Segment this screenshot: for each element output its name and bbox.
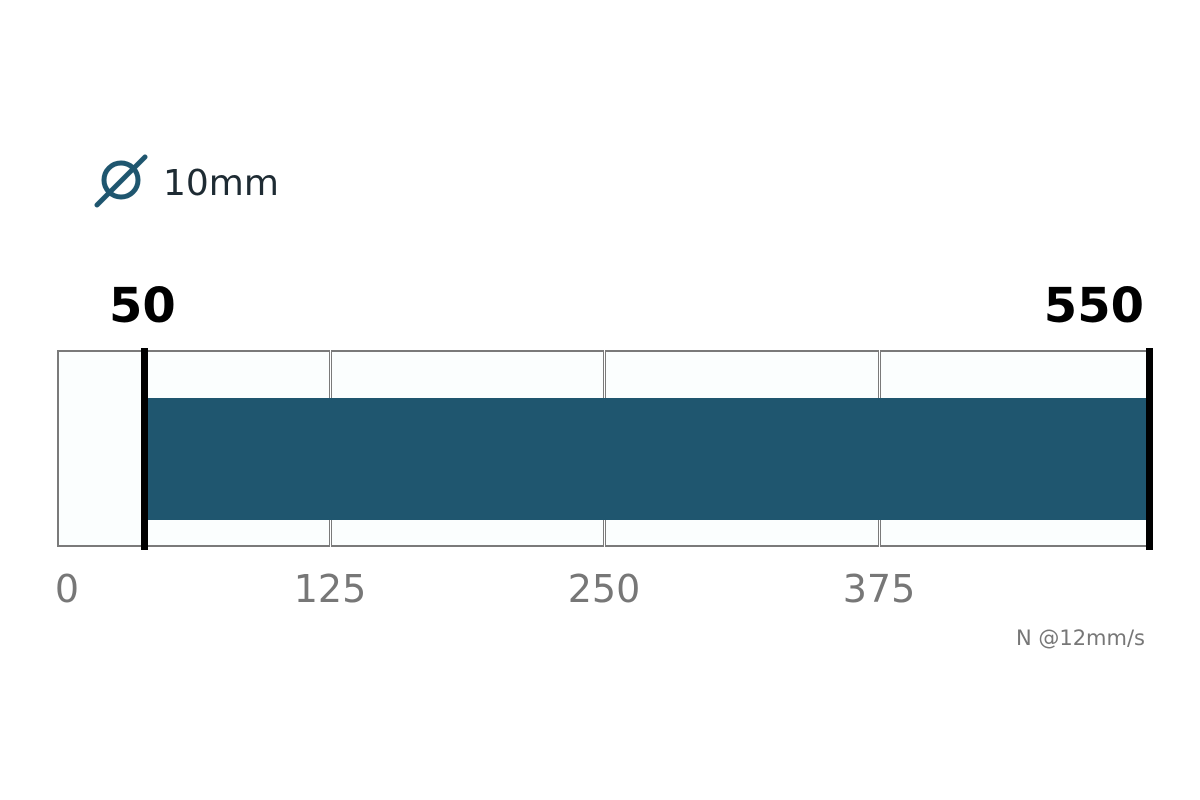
range-bar (145, 398, 1150, 520)
unit-label: N @12mm/s (1015, 626, 1145, 650)
tick-label: 250 (567, 567, 641, 611)
diameter-label: 10mm (163, 163, 279, 204)
tick-label: 375 (842, 567, 916, 611)
diameter-icon (94, 154, 148, 208)
range-min-marker (141, 348, 148, 550)
range-min-label: 50 (109, 278, 176, 334)
range-max-marker (1146, 348, 1153, 550)
range-max-label: 550 (1043, 278, 1144, 334)
tick-label: 0 (54, 567, 80, 611)
tick-label: 125 (293, 567, 367, 611)
